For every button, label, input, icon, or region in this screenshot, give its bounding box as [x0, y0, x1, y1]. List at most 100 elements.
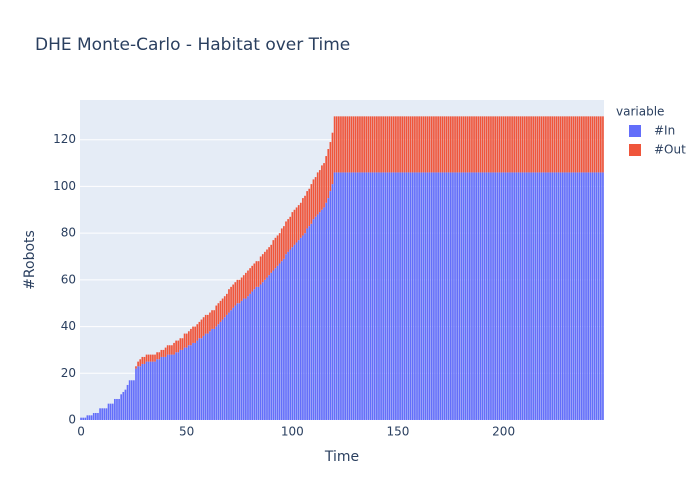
bar [264, 251, 266, 280]
bar [473, 172, 475, 420]
bar [405, 172, 408, 420]
bar [240, 277, 243, 301]
bar [120, 394, 123, 420]
bar [164, 356, 167, 420]
bar [177, 352, 180, 420]
bars [80, 116, 604, 420]
bar [502, 172, 505, 420]
bar [200, 319, 203, 339]
bar [287, 219, 289, 252]
bar [130, 380, 133, 420]
bar [414, 116, 416, 173]
bar [348, 116, 351, 173]
bar [545, 172, 547, 420]
bar [386, 172, 389, 420]
bar [435, 172, 437, 420]
bar [583, 116, 585, 173]
bar [145, 354, 148, 362]
bar [557, 172, 560, 420]
bar [219, 321, 222, 420]
bar [481, 172, 484, 420]
bar [458, 116, 461, 173]
y-tick-label: 80 [61, 226, 76, 240]
bar [471, 172, 473, 420]
bar [439, 172, 442, 420]
bar [466, 172, 469, 420]
bar [397, 116, 399, 173]
bar [477, 116, 480, 173]
legend-label: #Out [654, 143, 686, 157]
bar [299, 237, 302, 420]
bar [335, 172, 338, 420]
bar [494, 172, 497, 420]
bar [388, 116, 391, 173]
bar [206, 314, 209, 334]
bar [534, 116, 537, 173]
bar [475, 116, 478, 173]
bar [226, 293, 228, 315]
bar [507, 172, 509, 420]
bar [471, 116, 473, 173]
bar [283, 226, 285, 259]
bar [454, 172, 456, 420]
bar [422, 116, 425, 173]
bar [109, 403, 112, 420]
bar [373, 116, 376, 173]
bar [420, 172, 423, 420]
y-tick-label: 40 [61, 319, 76, 333]
bar [173, 342, 175, 355]
bar [329, 142, 332, 192]
bar [589, 116, 592, 173]
bar [449, 116, 452, 173]
bar [211, 328, 213, 420]
axes: 0 20 40 60 80 100 120 0 50 100 150 200 [53, 132, 515, 438]
bar [426, 116, 429, 173]
bar [561, 172, 564, 420]
bar [272, 270, 275, 420]
bar [378, 116, 380, 173]
bar [135, 366, 137, 369]
bar [373, 172, 376, 420]
bar [466, 116, 469, 173]
bar [392, 172, 395, 420]
bar [574, 172, 577, 420]
bar [196, 324, 199, 341]
bar [479, 116, 482, 173]
bar [519, 172, 522, 420]
bar [365, 116, 368, 173]
bar [357, 172, 359, 420]
bar [576, 116, 579, 173]
bar [196, 340, 199, 420]
y-tick-label: 100 [53, 179, 76, 193]
bar [331, 132, 334, 185]
bar [568, 116, 570, 173]
bar [340, 116, 342, 173]
bar [308, 188, 311, 227]
bar [570, 116, 573, 173]
bar [200, 338, 203, 420]
bar [293, 209, 296, 245]
bar [599, 116, 602, 173]
bar [570, 172, 573, 420]
bar [538, 172, 541, 420]
bar [597, 116, 600, 173]
bar [236, 279, 239, 304]
bar [249, 268, 251, 294]
bar [534, 172, 537, 420]
bar [557, 116, 560, 173]
bar [152, 361, 154, 420]
bar [280, 261, 283, 420]
bar [285, 254, 287, 420]
bar [209, 331, 211, 420]
bar [593, 172, 596, 420]
bar [380, 116, 382, 173]
bar [274, 237, 277, 269]
bar [160, 349, 163, 357]
bar [517, 116, 520, 173]
bar [137, 361, 139, 367]
bar [350, 172, 353, 420]
bar [156, 352, 158, 360]
bar [365, 172, 368, 420]
bar [295, 242, 298, 420]
bar [500, 172, 503, 420]
